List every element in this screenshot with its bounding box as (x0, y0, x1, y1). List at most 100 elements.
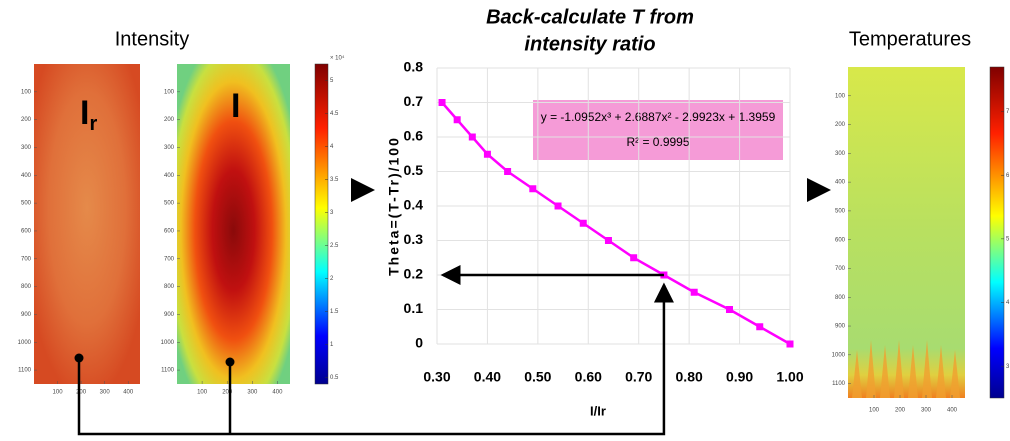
colorbar-tick-label: 3 (330, 210, 334, 216)
r-squared: R² = 0.9995 (626, 135, 689, 149)
y-tick-label: 1000 (161, 340, 175, 346)
y-tick-label: 700 (21, 256, 32, 262)
x-tick-label: 0.80 (676, 369, 703, 385)
y-tick-label: 0.2 (404, 266, 424, 282)
x-tick-label: 200 (895, 408, 906, 414)
x-tick-label: 100 (53, 390, 64, 396)
colorbar-tick-label: 5 (330, 78, 334, 84)
y-tick-label: 1100 (832, 381, 846, 387)
data-point (554, 202, 562, 210)
x-tick-label: 0.90 (726, 369, 753, 385)
heatmap-temperature (848, 67, 965, 398)
y-tick-label: 100 (21, 89, 32, 95)
y-tick-label: 200 (21, 117, 32, 123)
y-tick-label: 700 (835, 266, 846, 272)
colorbar (314, 63, 329, 385)
colorbar-tick-label: 7 (1006, 109, 1010, 115)
x-tick-label: 300 (247, 390, 258, 396)
panel-title: Temperatures (849, 28, 971, 50)
data-point (438, 99, 446, 106)
x-axis-label: I/Ir (590, 403, 606, 418)
data-point (756, 323, 764, 331)
x-tick-label: 100 (869, 408, 880, 414)
y-tick-label: 800 (835, 295, 846, 301)
y-tick-label: 1000 (18, 340, 32, 346)
x-tick-label: 0.50 (524, 369, 551, 385)
y-tick-label: 400 (164, 173, 175, 179)
colorbar-tick-label: 3 (1006, 364, 1010, 370)
connector-dot (74, 353, 84, 363)
y-tick-label: 0.8 (404, 59, 424, 75)
image-label: Ir (80, 94, 97, 135)
y-tick-label: 400 (835, 180, 846, 186)
chart-title: Back-calculate T from (486, 6, 694, 28)
y-tick-label: 900 (21, 312, 32, 318)
y-tick-label: 100 (835, 93, 846, 99)
colorbar-tick-label: 4 (330, 144, 334, 150)
y-tick-label: 300 (21, 145, 32, 151)
heatmap-i (177, 64, 290, 384)
y-tick-label: 600 (835, 237, 846, 243)
x-tick-label: 100 (197, 390, 208, 396)
x-tick-label: 400 (272, 390, 283, 396)
x-tick-label: 300 (100, 390, 111, 396)
y-tick-label: 200 (164, 117, 175, 123)
data-point (529, 185, 537, 193)
y-tick-label: 900 (835, 324, 846, 330)
y-tick-label: 0.1 (404, 300, 424, 316)
x-tick-label: 0.40 (474, 369, 501, 385)
data-point (690, 288, 698, 296)
y-tick-label: 0.4 (404, 197, 424, 213)
x-tick-label: 0.70 (625, 369, 652, 385)
connector-dot (225, 357, 235, 367)
equation-box (533, 100, 783, 160)
y-tick-label: 800 (164, 284, 175, 290)
y-tick-label: 500 (164, 201, 175, 207)
y-tick-label: 600 (21, 229, 32, 235)
x-tick-label: 0.30 (423, 369, 450, 385)
data-point (604, 237, 612, 244)
data-point (483, 150, 491, 158)
colorbar-tick-label: 4.5 (330, 111, 339, 117)
connector (77, 282, 674, 436)
x-tick-label: 0.60 (575, 369, 602, 385)
data-point (786, 340, 794, 348)
image-label: I (231, 87, 240, 125)
colorbar-tick-label: 2 (330, 276, 334, 282)
panel-title: Intensity (115, 28, 189, 50)
y-tick-label: 900 (164, 312, 175, 318)
chart-title: intensity ratio (524, 33, 655, 55)
colorbar-tick-label: 6 (1006, 173, 1010, 179)
y-tick-label: 200 (835, 122, 846, 128)
x-tick-label: 1.00 (776, 369, 803, 385)
y-tick-label: 100 (164, 89, 175, 95)
data-point (725, 306, 733, 313)
colorbar-tick-label: 2.5 (330, 243, 339, 249)
data-point (453, 116, 461, 124)
x-tick-label: 200 (222, 390, 233, 396)
y-tick-label: 700 (164, 256, 175, 262)
data-point (579, 219, 587, 227)
y-tick-label: 600 (164, 229, 175, 235)
y-tick-label: 1000 (832, 352, 846, 358)
y-tick-label: 0.5 (404, 162, 424, 178)
y-tick-label: 0 (415, 335, 423, 351)
heatmap-ir (34, 64, 140, 384)
colorbar-tick-label: 5 (1006, 236, 1010, 242)
y-tick-label: 300 (164, 145, 175, 151)
colorbar-tick-label: 0.5 (330, 375, 339, 381)
colorbar-tick-label: 3.5 (330, 177, 339, 183)
y-tick-label: 0.3 (404, 231, 424, 247)
data-point (468, 133, 476, 141)
y-tick-label: 0.6 (404, 128, 424, 144)
x-tick-label: 200 (76, 390, 87, 396)
y-axis-label: Theta=(T-Tr)/100 (386, 136, 402, 276)
y-tick-label: 500 (21, 201, 32, 207)
colorbar-tick-label: 4 (1006, 300, 1010, 306)
colorbar-exponent: × 10⁴ (330, 55, 345, 62)
equation: y = -1.0952x³ + 2.6887x² - 2.9923x + 1.3… (541, 110, 776, 124)
y-tick-label: 800 (21, 284, 32, 290)
x-tick-label: 400 (123, 390, 134, 396)
y-tick-label: 1100 (161, 368, 175, 374)
y-tick-label: 1100 (18, 368, 32, 374)
